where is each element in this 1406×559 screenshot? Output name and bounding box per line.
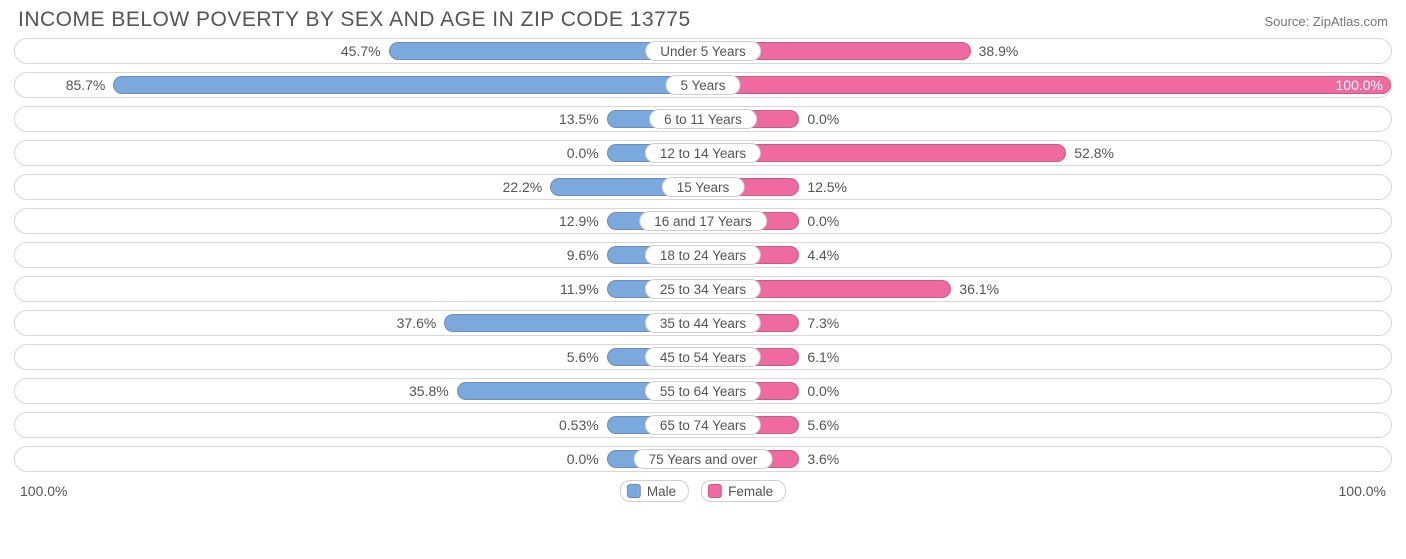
legend-label-male: Male: [647, 484, 676, 499]
age-group-label: 45 to 54 Years: [645, 347, 761, 367]
chart-source: Source: ZipAtlas.com: [1264, 14, 1388, 29]
legend-swatch-male: [627, 484, 641, 498]
chart-footer: 100.0% Male Female 100.0%: [14, 480, 1392, 506]
chart-row: 85.7% 100.0% 5 Years: [14, 72, 1392, 98]
chart-title: INCOME BELOW POVERTY BY SEX AND AGE IN Z…: [18, 8, 691, 32]
chart-rows: 45.7% 38.9% Under 5 Years 85.7% 100.0% 5 Year…: [14, 38, 1392, 472]
age-group-label: 15 Years: [662, 177, 745, 197]
female-value-label: 7.3%: [807, 311, 839, 335]
female-value-label: 0.0%: [807, 209, 839, 233]
male-bar: [113, 76, 703, 94]
legend-item-female: Female: [701, 480, 786, 502]
chart-row: 0.0% 52.8% 12 to 14 Years: [14, 140, 1392, 166]
male-value-label: 11.9%: [560, 277, 599, 301]
chart-row: 0.53% 5.6% 65 to 74 Years: [14, 412, 1392, 438]
male-value-label: 22.2%: [503, 175, 543, 199]
male-value-label: 0.0%: [567, 447, 599, 471]
age-group-label: 18 to 24 Years: [645, 245, 761, 265]
female-value-label: 5.6%: [807, 413, 839, 437]
age-group-label: 35 to 44 Years: [645, 313, 761, 333]
axis-left-max: 100.0%: [20, 483, 67, 499]
age-group-label: 5 Years: [665, 75, 740, 95]
age-group-label: 75 Years and over: [634, 449, 773, 469]
age-group-label: 65 to 74 Years: [645, 415, 761, 435]
male-value-label: 45.7%: [341, 39, 381, 63]
legend-item-male: Male: [620, 480, 689, 502]
chart-header: INCOME BELOW POVERTY BY SEX AND AGE IN Z…: [14, 8, 1392, 38]
age-group-label: 55 to 64 Years: [645, 381, 761, 401]
female-value-label: 100.0%: [1336, 73, 1383, 97]
chart-row: 35.8% 0.0% 55 to 64 Years: [14, 378, 1392, 404]
female-bar: [703, 76, 1391, 94]
legend-label-female: Female: [728, 484, 773, 499]
chart-row: 9.6% 4.4% 18 to 24 Years: [14, 242, 1392, 268]
chart-row: 12.9% 0.0% 16 and 17 Years: [14, 208, 1392, 234]
male-value-label: 0.53%: [559, 413, 599, 437]
female-value-label: 38.9%: [979, 39, 1019, 63]
chart-row: 22.2% 12.5% 15 Years: [14, 174, 1392, 200]
chart-row: 11.9% 36.1% 25 to 34 Years: [14, 276, 1392, 302]
age-group-label: 12 to 14 Years: [645, 143, 761, 163]
male-value-label: 35.8%: [409, 379, 449, 403]
female-value-label: 36.1%: [959, 277, 999, 301]
male-value-label: 5.6%: [567, 345, 599, 369]
male-value-label: 13.5%: [559, 107, 599, 131]
chart-row: 45.7% 38.9% Under 5 Years: [14, 38, 1392, 64]
chart-row: 13.5% 0.0% 6 to 11 Years: [14, 106, 1392, 132]
female-value-label: 52.8%: [1074, 141, 1114, 165]
female-value-label: 0.0%: [807, 107, 839, 131]
age-group-label: 16 and 17 Years: [639, 211, 767, 231]
male-value-label: 12.9%: [559, 209, 599, 233]
age-group-label: Under 5 Years: [645, 41, 761, 61]
chart-row: 5.6% 6.1% 45 to 54 Years: [14, 344, 1392, 370]
legend-swatch-female: [708, 484, 722, 498]
chart-row: 0.0% 3.6% 75 Years and over: [14, 446, 1392, 472]
chart-row: 37.6% 7.3% 35 to 44 Years: [14, 310, 1392, 336]
female-value-label: 3.6%: [807, 447, 839, 471]
male-value-label: 37.6%: [397, 311, 437, 335]
male-value-label: 85.7%: [66, 73, 106, 97]
male-value-label: 0.0%: [567, 141, 599, 165]
female-value-label: 6.1%: [807, 345, 839, 369]
female-value-label: 4.4%: [807, 243, 839, 267]
axis-right-max: 100.0%: [1339, 483, 1386, 499]
female-value-label: 12.5%: [807, 175, 847, 199]
legend: Male Female: [620, 480, 786, 502]
age-group-label: 25 to 34 Years: [645, 279, 761, 299]
age-group-label: 6 to 11 Years: [649, 109, 757, 129]
female-value-label: 0.0%: [807, 379, 839, 403]
male-value-label: 9.6%: [567, 243, 599, 267]
